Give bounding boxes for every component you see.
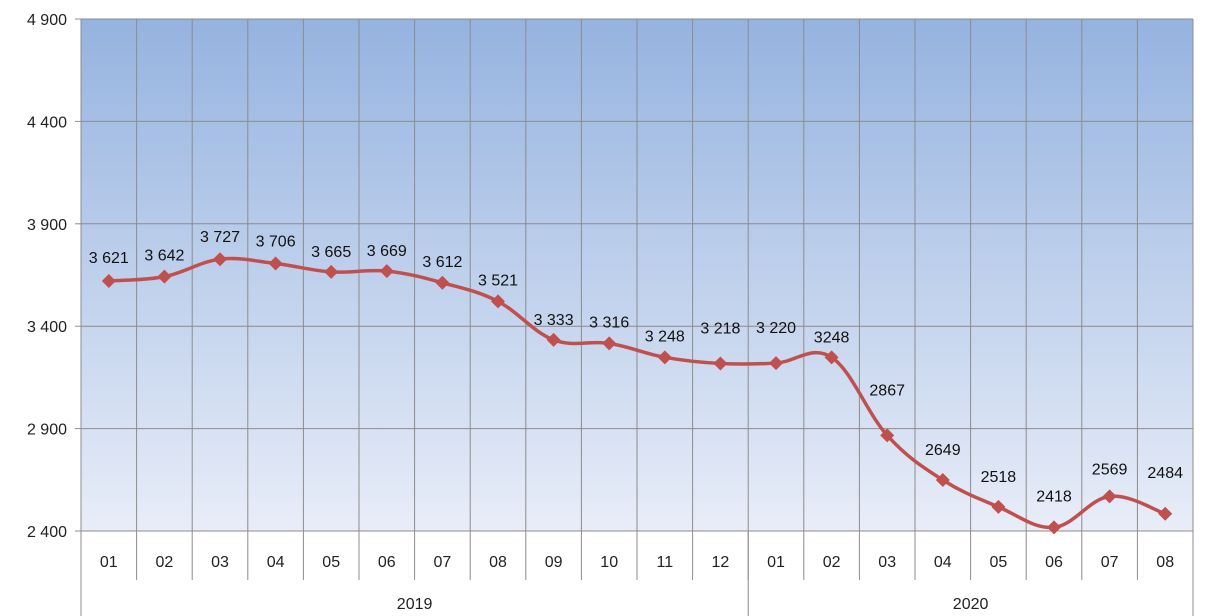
data-point-marker — [1158, 506, 1173, 521]
data-label: 3 220 — [756, 320, 796, 337]
data-label: 3 521 — [478, 272, 518, 289]
x-tick-label: 06 — [378, 554, 396, 571]
data-label: 3 621 — [89, 250, 129, 267]
data-point-marker — [268, 256, 283, 271]
x-tick-label: 03 — [211, 554, 229, 571]
data-labels: 3 621 3 642 3 727 3 706 3 665 3 669 3 612 3 521… — [89, 229, 1183, 505]
x-tick-label: 04 — [267, 554, 285, 571]
y-tick-label: 4 400 — [27, 114, 67, 131]
data-point-marker — [491, 294, 505, 309]
x-tick-label: 06 — [1045, 554, 1063, 571]
series-line — [101, 252, 1173, 535]
x-tick-label: 07 — [434, 554, 452, 571]
y-tick-label: 3 400 — [27, 319, 67, 336]
grid-lines — [81, 18, 1193, 532]
x-tick-label: 08 — [1156, 554, 1174, 571]
data-label: 2518 — [981, 469, 1017, 486]
data-label: 3 316 — [589, 314, 629, 331]
y-tick-label: 4 900 — [27, 12, 67, 29]
x-tick-label: 02 — [823, 554, 841, 571]
x-tick-label: 05 — [990, 554, 1008, 571]
data-label: 3 333 — [534, 312, 574, 329]
data-point-marker — [880, 428, 895, 443]
data-point-marker — [157, 269, 172, 284]
data-label: 3 665 — [311, 244, 351, 261]
data-point-marker — [991, 499, 1006, 514]
data-point-marker — [657, 350, 672, 365]
x-tick-label: 02 — [156, 554, 174, 571]
x-tick-label: 04 — [934, 554, 952, 571]
data-point-marker — [1102, 489, 1117, 504]
data-label: 2418 — [1036, 488, 1072, 505]
data-label: 3 706 — [256, 234, 296, 251]
y-tick-label: 2 400 — [27, 524, 67, 541]
data-point-marker — [935, 473, 950, 488]
data-label: 2569 — [1092, 461, 1128, 478]
data-label: 3 248 — [645, 328, 685, 345]
data-point-marker — [1047, 520, 1061, 535]
x-tick-label: 12 — [712, 554, 730, 571]
year-label: 2020 — [953, 596, 989, 613]
data-label: 3 669 — [367, 243, 407, 260]
data-point-marker — [769, 356, 783, 371]
data-point-marker — [379, 264, 394, 279]
axes: 2 400 2 900 3 400 3 900 4 400 4 900 01 02 03 04 05… — [27, 12, 1194, 616]
x-tick-label: 07 — [1101, 554, 1119, 571]
x-tick-label: 08 — [489, 554, 507, 571]
x-tick-label: 01 — [100, 554, 118, 571]
data-label: 2867 — [869, 382, 905, 399]
data-point-marker — [713, 356, 728, 371]
x-tick-label: 03 — [878, 554, 896, 571]
y-tick-label: 3 900 — [27, 217, 67, 234]
data-label: 3 612 — [422, 254, 462, 271]
data-label: 3 727 — [200, 229, 240, 246]
x-tick-label: 11 — [656, 554, 673, 571]
data-point-marker — [101, 273, 116, 288]
x-tick-label: 05 — [322, 554, 340, 571]
data-label: 2484 — [1147, 465, 1183, 482]
x-tick-label: 09 — [545, 554, 563, 571]
data-point-marker — [324, 264, 339, 279]
data-label: 3 218 — [700, 320, 740, 337]
data-label: 3 642 — [144, 248, 184, 265]
y-tick-label: 2 900 — [27, 422, 67, 439]
year-label: 2019 — [397, 596, 433, 613]
data-point-marker — [824, 350, 839, 365]
data-point-marker — [546, 332, 561, 347]
x-tick-label: 10 — [600, 554, 618, 571]
x-tick-label: 01 — [767, 554, 785, 571]
data-point-marker — [213, 252, 227, 267]
data-point-marker — [435, 275, 450, 290]
data-point-marker — [602, 336, 617, 351]
data-label: 2649 — [925, 442, 961, 459]
data-label: 3248 — [814, 329, 850, 346]
